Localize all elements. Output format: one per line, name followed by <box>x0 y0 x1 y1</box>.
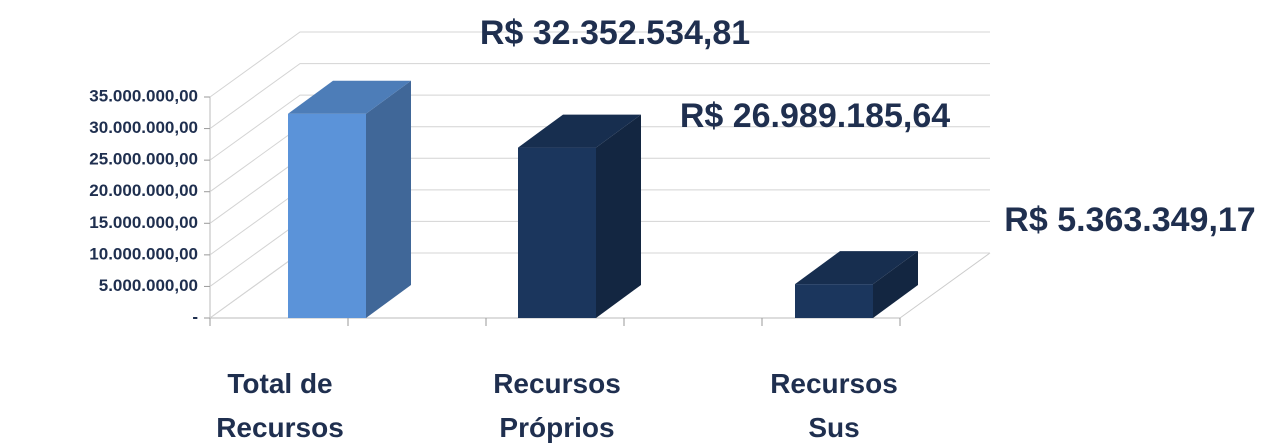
bar-side <box>596 114 641 318</box>
y-tick-label: 25.000.000,00 <box>89 150 198 169</box>
y-tick-label: 5.000.000,00 <box>99 276 198 295</box>
y-tick-label: 20.000.000,00 <box>89 181 198 200</box>
grid-line <box>209 63 990 129</box>
bar-top <box>795 251 918 285</box>
x-tick-label: Recursos Sus <box>770 368 898 443</box>
bar-top <box>288 80 411 114</box>
bar <box>288 113 366 318</box>
floor-edge <box>899 252 991 319</box>
bar-side <box>873 251 918 318</box>
value-label: R$ 32.352.534,81 <box>480 14 750 52</box>
y-tick-label: - <box>192 307 198 326</box>
bar <box>795 284 873 318</box>
x-tick-label: Total de Recursos <box>216 368 344 443</box>
value-label: R$ 26.989.185,64 <box>680 97 950 135</box>
bar-side <box>366 80 411 318</box>
value-label: R$ 5.363.349,17 <box>1004 201 1255 239</box>
bar <box>518 147 596 318</box>
grid-line <box>209 31 990 98</box>
x-tick-label: Recursos Próprios <box>493 368 621 443</box>
y-tick-label: 15.000.000,00 <box>89 213 198 232</box>
y-tick-label: 30.000.000,00 <box>89 118 198 137</box>
grid-line <box>209 94 990 161</box>
y-tick-label: 35.000.000,00 <box>89 86 198 105</box>
y-tick-label: 10.000.000,00 <box>89 244 198 263</box>
bar-top <box>518 114 641 148</box>
